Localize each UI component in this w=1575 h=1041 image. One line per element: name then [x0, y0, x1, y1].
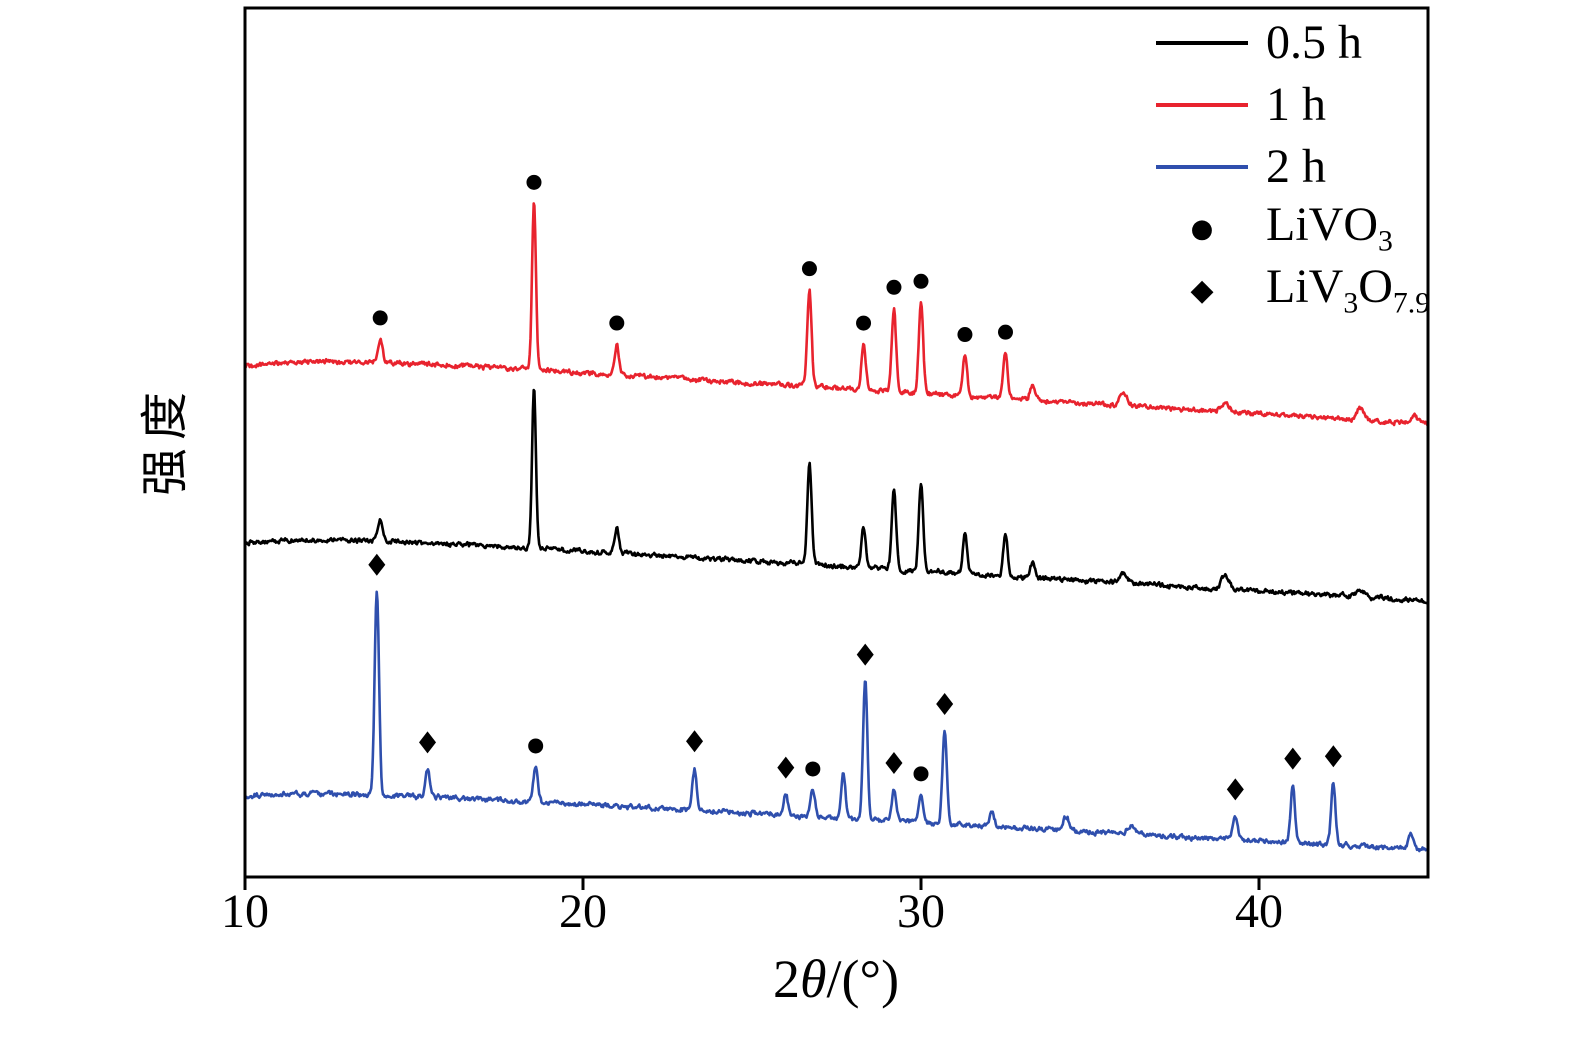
legend-label-0-5h: 0.5 h [1266, 16, 1362, 69]
y-axis-label: 强度 [137, 383, 193, 497]
legend-item-2h: 2 h [1156, 136, 1430, 198]
x-tick-label-40: 40 [1235, 885, 1283, 938]
phase-formula-livo3: LiVO3 [1266, 201, 1393, 256]
legend-item-livo3: ● LiVO3 [1156, 198, 1430, 260]
legend-line-swatch-black [1156, 41, 1248, 45]
legend-line-swatch-blue [1156, 165, 1248, 169]
formula-text: LiVO [1266, 198, 1378, 252]
x-tick-label-30: 30 [897, 885, 945, 938]
formula-subscript: 3 [1343, 286, 1359, 320]
legend: 0.5 h 1 h 2 h ● LiVO3 ◆ LiV3O7.9 [1156, 12, 1430, 322]
formula-text: LiV [1266, 260, 1344, 314]
legend-label-2h: 2 h [1266, 140, 1326, 193]
x-axis-label: 2θ/(°) [773, 948, 899, 1010]
legend-item-0-5h: 0.5 h [1156, 12, 1430, 74]
legend-item-liv3o79: ◆ LiV3O7.9 [1156, 260, 1430, 322]
x-tick-label-20: 20 [559, 885, 607, 938]
x-tick-label-10: 10 [221, 885, 269, 938]
legend-item-1h: 1 h [1156, 74, 1430, 136]
circle-marker-icon: ● [1190, 214, 1214, 244]
legend-line-swatch-red [1156, 103, 1248, 107]
formula-text: O [1358, 260, 1393, 314]
diamond-marker-icon: ◆ [1190, 273, 1214, 308]
formula-subscript: 7.9 [1392, 286, 1431, 320]
phase-formula-liv3o79: LiV3O7.9 [1266, 263, 1430, 318]
x-label-post: /(°) [826, 949, 900, 1009]
x-label-theta: θ [799, 949, 827, 1009]
x-label-pre: 2 [772, 949, 800, 1009]
formula-subscript: 3 [1377, 224, 1393, 258]
legend-label-1h: 1 h [1266, 78, 1326, 131]
